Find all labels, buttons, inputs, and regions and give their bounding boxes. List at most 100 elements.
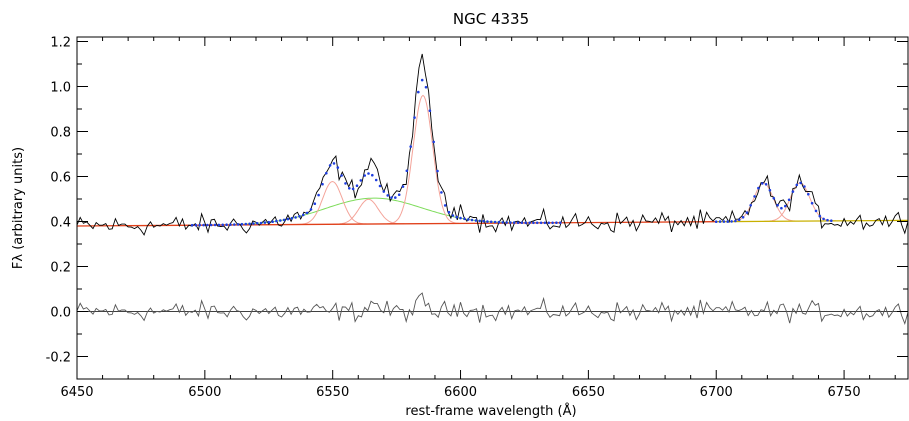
fit-point [501, 221, 505, 224]
fit-point [516, 221, 520, 224]
fit-point [413, 116, 416, 119]
fit-point [466, 218, 470, 221]
y-tick-label: 0.6 [50, 171, 71, 186]
y-tick-label: -0.2 [46, 351, 71, 366]
fit-point [267, 220, 271, 224]
fit-point [730, 220, 733, 223]
fit-point [718, 220, 722, 223]
fit-point [359, 179, 363, 182]
fit-point [470, 218, 474, 222]
fit-point [202, 223, 205, 227]
fit-point [459, 216, 462, 220]
fit-point [332, 162, 336, 165]
fit-point [535, 221, 539, 225]
fit-point [417, 90, 420, 94]
fit-point [302, 213, 305, 217]
fit-point [225, 223, 228, 226]
fit-point [428, 109, 432, 112]
fit-point [520, 221, 524, 224]
x-tick-label: 6550 [316, 385, 349, 400]
fit-point [741, 216, 745, 219]
plot-frame [76, 36, 909, 380]
fit-point [190, 223, 194, 227]
fit-point [826, 218, 829, 222]
fit-point [305, 211, 309, 215]
fit-point [248, 222, 251, 226]
fit-point [432, 140, 436, 144]
chart-title: NGC 4335 [453, 10, 529, 28]
fit-point [290, 217, 294, 220]
y-axis-label-text: Fλ (arbitrary units) [11, 147, 26, 269]
fit-point [787, 198, 791, 202]
x-tick-label: 6650 [572, 385, 605, 400]
fit-point [363, 174, 367, 177]
fit-point [275, 219, 278, 223]
fit-point [206, 223, 209, 227]
x-tick-label: 6500 [188, 385, 221, 400]
fit-point [455, 215, 459, 219]
fit-point [198, 223, 201, 227]
fit-point [443, 204, 447, 207]
fit-point [737, 218, 741, 222]
fit-point [822, 217, 825, 221]
fit-point [768, 188, 772, 192]
fit-point [810, 201, 814, 205]
fit-point [405, 169, 409, 173]
fit-point [818, 214, 822, 218]
fit-point [814, 209, 818, 213]
fit-point [543, 221, 547, 225]
fit-point [271, 220, 274, 223]
y-tick-label: 0.0 [50, 306, 71, 321]
fit-point [294, 216, 297, 219]
fit-point [321, 182, 324, 186]
fit-point [325, 171, 328, 175]
x-tick-label: 6750 [828, 385, 861, 400]
fit-point [382, 190, 386, 193]
fit-point [776, 203, 779, 207]
fit-point [463, 217, 466, 221]
fit-point [803, 185, 806, 188]
fit-point [791, 190, 795, 193]
broad-component-line [204, 197, 563, 226]
fit-point [547, 221, 551, 225]
fit-point [397, 193, 401, 196]
fit-point [401, 185, 405, 188]
fit-point [799, 181, 802, 185]
fit-point [524, 221, 527, 225]
data-layer [77, 53, 908, 326]
fit-point [764, 183, 768, 186]
x-tick-label: 6600 [444, 385, 477, 400]
fit-point [263, 221, 267, 224]
fit-point [753, 195, 756, 198]
fit-point [378, 184, 382, 188]
fit-point [745, 211, 749, 214]
fit-point [313, 202, 317, 205]
fit-point [509, 221, 512, 224]
fit-point [722, 220, 726, 223]
narrow-component-line-2 [387, 94, 459, 225]
fit-point [371, 173, 374, 177]
fit-point [336, 166, 340, 169]
x-axis-label: rest-frame wavelength (Å) [405, 403, 576, 419]
fit-point [217, 223, 221, 227]
fit-point [551, 221, 554, 225]
fit-point [780, 206, 783, 210]
fit-point [714, 220, 718, 223]
fit-point [386, 194, 390, 197]
fit-point [539, 221, 543, 225]
fit-point [282, 218, 286, 222]
fit-point [474, 219, 478, 222]
fit-point [493, 220, 497, 224]
fit-point [757, 186, 760, 190]
fit-point [726, 220, 729, 223]
fit-point [486, 220, 489, 223]
fit-point [286, 217, 290, 221]
fit-point [344, 182, 347, 185]
x-tick-label: 6450 [60, 385, 93, 400]
narrow-component-line-0 [296, 180, 369, 225]
continuum-line-red [716, 219, 908, 223]
fit-point [279, 219, 282, 222]
fit-point [244, 222, 248, 226]
fit-point [420, 78, 424, 82]
